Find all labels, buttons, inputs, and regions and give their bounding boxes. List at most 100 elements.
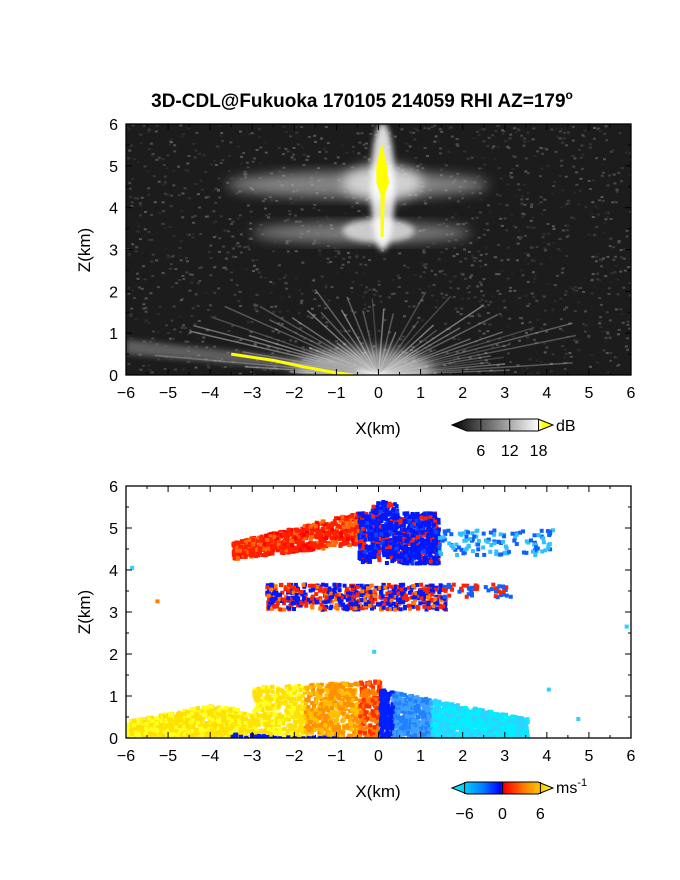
velocity-pixel <box>434 525 439 530</box>
noise-speckle <box>135 197 139 200</box>
noise-speckle <box>409 131 413 134</box>
velocity-pixel <box>270 606 274 611</box>
velocity-pixel <box>521 550 526 555</box>
velocity-pixel <box>461 583 466 588</box>
noise-speckle <box>363 307 367 310</box>
saturated-surface-line <box>230 352 354 375</box>
velocity-pixel <box>332 529 337 534</box>
noise-speckle <box>292 147 296 149</box>
velocity-pixel <box>409 547 413 552</box>
velocity-pixel <box>403 587 408 592</box>
noise-speckle <box>198 206 202 209</box>
velocity-pixel <box>312 600 317 605</box>
velocity-pixel <box>287 696 292 701</box>
velocity-pixel <box>242 550 247 555</box>
velocity-pixel <box>501 584 505 589</box>
noise-speckle <box>460 307 464 310</box>
velocity-pixel <box>260 698 265 703</box>
noise-speckle <box>403 264 407 267</box>
velocity-pixel <box>333 692 338 697</box>
noise-speckle <box>417 302 421 305</box>
noise-speckle <box>135 246 139 249</box>
noise-speckle <box>167 332 171 335</box>
noise-speckle <box>239 233 243 236</box>
noise-speckle <box>517 230 521 233</box>
noise-speckle <box>459 272 463 275</box>
noise-speckle <box>523 140 527 143</box>
velocity-pixel <box>440 538 445 543</box>
velocity-pixel <box>369 597 373 602</box>
noise-speckle <box>459 313 463 316</box>
velocity-pixel <box>403 559 408 564</box>
velocity-pixel <box>379 506 384 511</box>
noise-speckle <box>598 199 601 202</box>
noise-speckle <box>127 253 131 256</box>
velocity-pixel <box>456 545 461 550</box>
noise-speckle <box>590 354 594 356</box>
noise-speckle <box>626 320 630 323</box>
noise-speckle <box>198 279 202 282</box>
velocity-pixel <box>301 532 306 537</box>
noise-speckle <box>265 366 269 368</box>
noise-speckle <box>518 339 521 342</box>
noise-speckle <box>253 343 257 346</box>
velocity-pixel <box>349 606 354 610</box>
noise-speckle <box>207 195 211 198</box>
velocity-pixel <box>406 542 411 546</box>
velocity-pixel <box>406 519 411 524</box>
velocity-pixel <box>330 538 335 543</box>
noise-speckle <box>371 124 375 127</box>
velocity-pixel <box>434 536 439 541</box>
velocity-pixel <box>364 544 368 549</box>
velocity-pixel <box>284 548 289 553</box>
velocity-pixel <box>412 542 417 547</box>
noise-speckle <box>177 279 181 281</box>
noise-speckle <box>289 151 293 154</box>
x-tick-label: 4 <box>542 385 551 402</box>
velocity-pixel <box>370 532 375 537</box>
velocity-pixel <box>289 532 294 537</box>
noise-speckle <box>478 281 482 284</box>
velocity-pixel <box>498 532 503 537</box>
noise-speckle <box>498 292 502 295</box>
velocity-pixel <box>353 528 358 533</box>
noise-speckle <box>183 168 187 171</box>
x-tick-label: −4 <box>201 385 219 402</box>
noise-speckle <box>619 308 623 311</box>
noise-speckle <box>601 171 605 174</box>
velocity-pixel <box>534 545 538 550</box>
noise-speckle <box>594 260 598 263</box>
velocity-pixel <box>363 604 368 609</box>
velocity-pixel <box>319 602 324 607</box>
velocity-pixel <box>259 539 264 544</box>
noise-speckle <box>288 296 291 298</box>
velocity-pixel <box>296 535 300 540</box>
noise-speckle <box>128 128 132 131</box>
x-tick-label: 3 <box>500 385 509 402</box>
noise-speckle <box>271 352 275 355</box>
velocity-pixel <box>320 605 325 610</box>
noise-speckle <box>454 307 458 310</box>
noise-speckle <box>427 285 431 288</box>
velocity-pixel <box>315 540 320 545</box>
noise-speckle <box>134 284 138 287</box>
noise-speckle <box>575 183 579 186</box>
noise-speckle <box>185 271 189 274</box>
noise-speckle <box>482 278 486 281</box>
noise-speckle <box>456 356 460 359</box>
noise-speckle <box>183 187 187 190</box>
velocity-pixel <box>303 592 308 597</box>
noise-speckle <box>273 347 277 350</box>
noise-speckle <box>607 287 611 290</box>
noise-speckle <box>295 131 299 134</box>
velocity-pixel <box>384 512 389 517</box>
noise-speckle <box>156 330 160 333</box>
velocity-pixel <box>404 512 409 517</box>
noise-speckle <box>542 233 546 236</box>
noise-speckle <box>292 153 296 156</box>
noise-speckle <box>605 352 609 354</box>
velocity-pixel <box>407 515 412 519</box>
noise-speckle <box>253 157 257 160</box>
velocity-pixel <box>363 685 367 690</box>
noise-speckle <box>479 265 483 268</box>
